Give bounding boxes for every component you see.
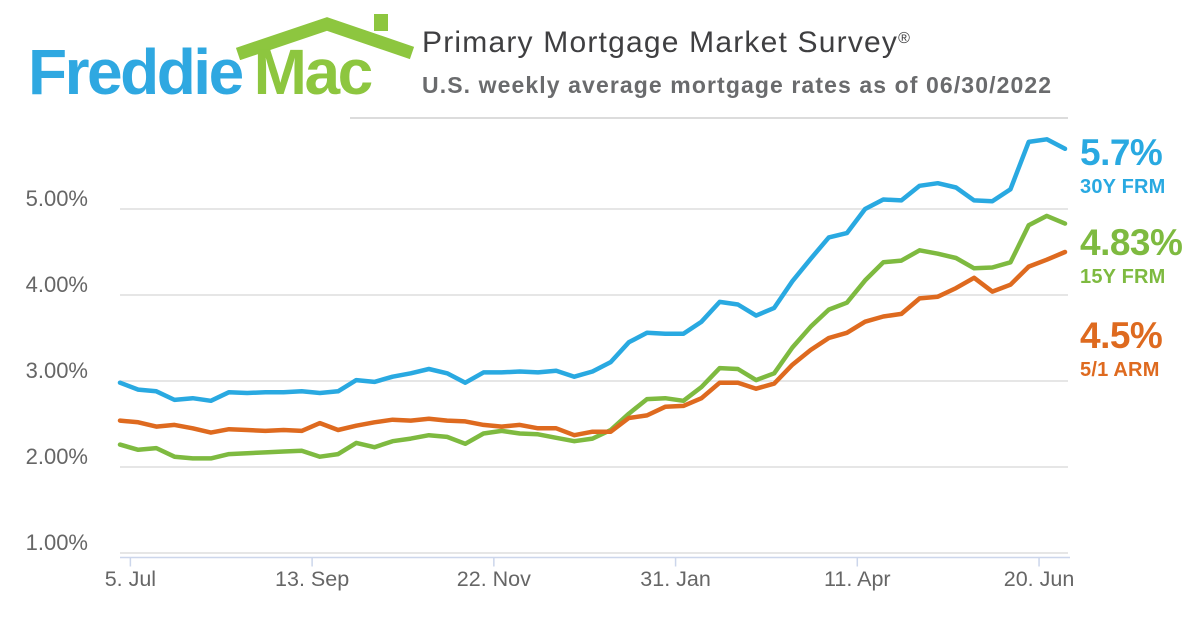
x-axis-label: 11. Apr — [824, 567, 891, 591]
rate-name-30y-frm: 30Y FRM — [1080, 176, 1166, 198]
rate-name-15y-frm: 15Y FRM — [1080, 266, 1166, 288]
page-title: Primary Mortgage Market Survey® — [422, 26, 1162, 59]
series-line-15y-frm — [117, 213, 1068, 461]
y-axis-label: 4.00% — [26, 272, 88, 297]
rate-value-15y-frm: 4.83% — [1080, 222, 1183, 263]
x-axis-label: 20. Jun — [1004, 567, 1075, 591]
page-title-text: Primary Mortgage Market Survey — [422, 26, 899, 59]
freddie-mac-logo: Freddie Mac — [28, 10, 415, 110]
y-axis-label: 1.00% — [26, 530, 88, 555]
rate-name-5-1-arm: 5/1 ARM — [1080, 359, 1160, 381]
logo-word-mac: Mac — [253, 36, 374, 108]
series-line-30y-frm — [117, 137, 1068, 404]
y-axis-label: 5.00% — [26, 186, 88, 211]
rate-value-30y-frm: 5.7% — [1080, 132, 1163, 173]
header-titles: Primary Mortgage Market Survey® U.S. wee… — [422, 26, 1162, 98]
series-line-5-1-arm — [117, 249, 1068, 438]
header-divider — [350, 117, 1068, 119]
page-subtitle: U.S. weekly average mortgage rates as of… — [422, 72, 1053, 98]
logo-wordmark: Freddie Mac — [28, 40, 373, 104]
registered-trademark-mark: ® — [898, 30, 910, 47]
x-axis-label: 22. Nov — [457, 567, 531, 591]
rate-label-30y-frm: 5.7% 30Y FRM — [1080, 134, 1166, 197]
x-axis-label: 31. Jan — [640, 567, 711, 591]
rate-label-15y-frm: 4.83% 15Y FRM — [1080, 222, 1183, 288]
y-axis-label: 2.00% — [26, 444, 88, 469]
rate-label-5-1-arm: 4.5% 5/1 ARM — [1080, 315, 1163, 381]
logo-word-freddie: Freddie — [28, 36, 244, 108]
x-axis-label: 5. Jul — [105, 567, 156, 591]
house-roof-icon — [235, 14, 415, 60]
y-axis-label: 3.00% — [26, 358, 88, 383]
rate-value-5-1-arm: 4.5% — [1080, 315, 1163, 356]
x-axis-label: 13. Sep — [275, 567, 349, 591]
